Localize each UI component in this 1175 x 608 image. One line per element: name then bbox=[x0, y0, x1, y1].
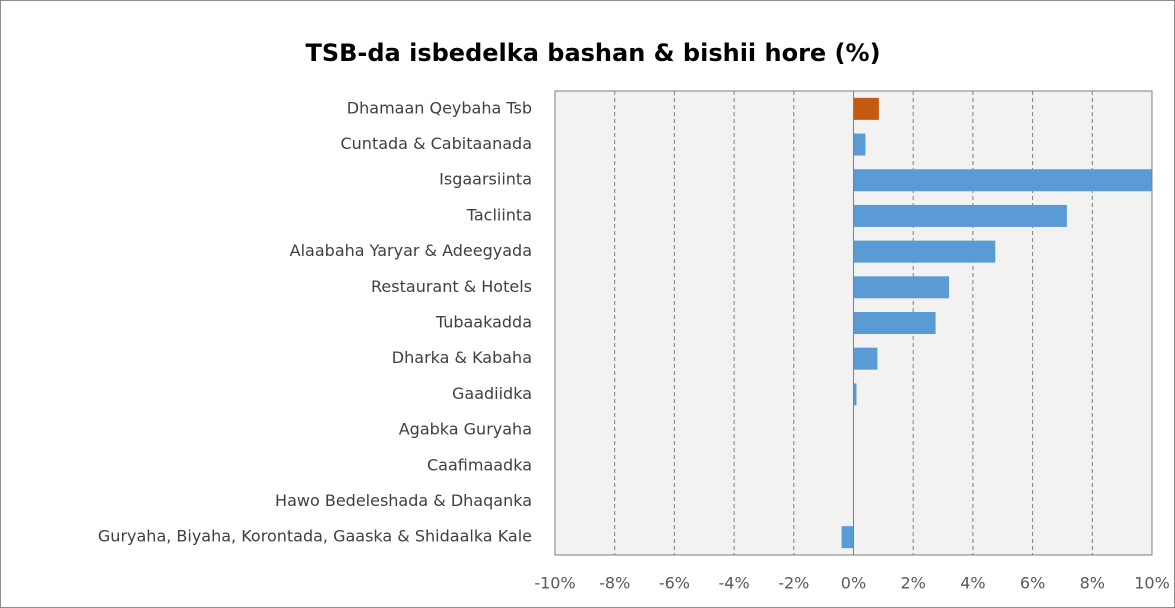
bar bbox=[841, 526, 854, 549]
y-tick-label: Caafimaadka bbox=[427, 455, 532, 474]
bar bbox=[853, 383, 857, 406]
x-tick-label: 0% bbox=[841, 574, 866, 593]
y-tick-label: Alaabaha Yaryar & Adeegyada bbox=[290, 241, 532, 260]
x-tick-label: 2% bbox=[901, 574, 926, 593]
y-tick-label: Gaadiidka bbox=[452, 384, 532, 403]
x-tick-label: 4% bbox=[960, 574, 985, 593]
plot-border bbox=[554, 90, 1153, 556]
y-tick-label: Hawo Bedeleshada & Dhaqanka bbox=[275, 491, 532, 510]
x-tick-label: -2% bbox=[778, 574, 809, 593]
x-tick-label: 10% bbox=[1134, 574, 1170, 593]
y-tick-label: Restaurant & Hotels bbox=[371, 277, 532, 296]
bar bbox=[853, 240, 996, 263]
y-tick-label: Isgaarsiinta bbox=[439, 170, 532, 189]
y-tick-label: Tubaakadda bbox=[435, 313, 532, 332]
bar bbox=[853, 169, 1152, 192]
x-tick-label: 6% bbox=[1020, 574, 1045, 593]
bar bbox=[853, 347, 878, 370]
y-tick-label: Agabka Guryaha bbox=[399, 420, 532, 439]
x-tick-label: -10% bbox=[534, 574, 575, 593]
y-tick-label: Dharka & Kabaha bbox=[392, 348, 532, 367]
y-tick-label: Tacliinta bbox=[466, 205, 532, 224]
x-tick-label: -4% bbox=[719, 574, 750, 593]
x-tick-label: 8% bbox=[1080, 574, 1105, 593]
bar bbox=[853, 97, 879, 120]
chart-title: TSB-da isbedelka bashan & bishii hore (%… bbox=[305, 39, 880, 67]
y-tick-label: Dhamaan Qeybaha Tsb bbox=[347, 98, 532, 117]
bar bbox=[853, 312, 936, 334]
x-tick-label: -6% bbox=[659, 574, 690, 593]
bar bbox=[853, 204, 1067, 227]
y-tick-label: Cuntada & Cabitaanada bbox=[340, 134, 532, 153]
bar bbox=[853, 276, 950, 299]
x-tick-label: -8% bbox=[599, 574, 630, 593]
y-tick-label: Guryaha, Biyaha, Korontada, Gaaska & Shi… bbox=[98, 527, 532, 546]
bar bbox=[853, 133, 866, 156]
